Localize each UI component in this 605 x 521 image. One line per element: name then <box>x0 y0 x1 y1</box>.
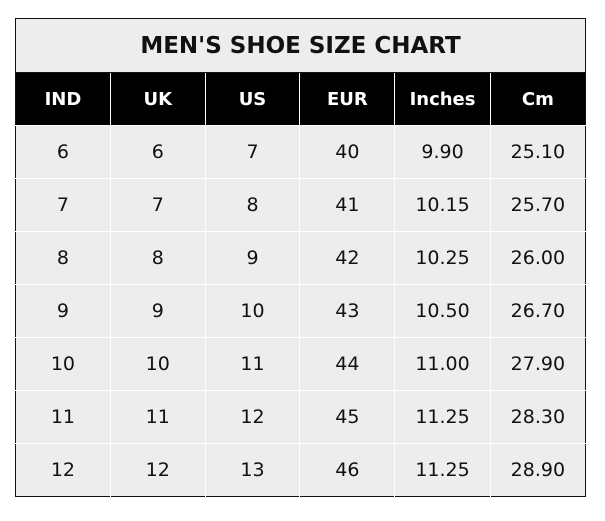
table-row: 7 7 8 41 10.15 25.70 <box>15 178 586 232</box>
table-cell: 12 <box>204 390 300 444</box>
size-chart-table: MEN'S SHOE SIZE CHART IND UK US EUR Inches Cm… <box>15 18 586 497</box>
table-row: 6 6 7 40 9.90 25.10 <box>15 125 586 179</box>
table-cell: 12 <box>109 443 206 497</box>
table-cell: 11 <box>109 390 206 444</box>
table-cell: 10 <box>109 337 206 391</box>
column-header: UK <box>109 72 206 126</box>
column-header: IND <box>15 72 111 126</box>
table-cell: 26.00 <box>489 231 586 285</box>
table-cell: 42 <box>299 231 395 285</box>
table-cell: 7 <box>15 178 111 232</box>
table-cell: 6 <box>109 125 206 179</box>
table-cell: 11.25 <box>394 390 491 444</box>
chart-title: MEN'S SHOE SIZE CHART <box>15 18 586 73</box>
table-cell: 12 <box>15 443 111 497</box>
table-row: 11 11 12 45 11.25 28.30 <box>15 390 586 444</box>
table-cell: 27.90 <box>489 337 586 391</box>
table-cell: 25.70 <box>489 178 586 232</box>
table-cell: 11.25 <box>394 443 491 497</box>
table-cell: 40 <box>299 125 395 179</box>
table-cell: 41 <box>299 178 395 232</box>
table-cell: 10.50 <box>394 284 491 338</box>
table-cell: 9 <box>204 231 300 285</box>
table-cell: 6 <box>15 125 111 179</box>
table-cell: 10 <box>204 284 300 338</box>
table-cell: 46 <box>299 443 395 497</box>
table-cell: 43 <box>299 284 395 338</box>
table-cell: 13 <box>204 443 300 497</box>
table-cell: 7 <box>204 125 300 179</box>
table-cell: 9 <box>15 284 111 338</box>
table-cell: 26.70 <box>489 284 586 338</box>
table-cell: 28.30 <box>489 390 586 444</box>
table-cell: 44 <box>299 337 395 391</box>
table-cell: 11 <box>204 337 300 391</box>
table-cell: 10.25 <box>394 231 491 285</box>
table-cell: 10 <box>15 337 111 391</box>
table-cell: 28.90 <box>489 443 586 497</box>
column-header: EUR <box>299 72 395 126</box>
column-header: Cm <box>489 72 586 126</box>
column-header: Inches <box>394 72 491 126</box>
table-cell: 11.00 <box>394 337 491 391</box>
column-header: US <box>204 72 300 126</box>
table-cell: 25.10 <box>489 125 586 179</box>
table-row: 12 12 13 46 11.25 28.90 <box>15 443 586 497</box>
table-cell: 8 <box>109 231 206 285</box>
table-cell: 10.15 <box>394 178 491 232</box>
table-cell: 9 <box>109 284 206 338</box>
table-cell: 7 <box>109 178 206 232</box>
table-cell: 9.90 <box>394 125 491 179</box>
table-row: 9 9 10 43 10.50 26.70 <box>15 284 586 338</box>
table-cell: 8 <box>15 231 111 285</box>
table-row: 8 8 9 42 10.25 26.00 <box>15 231 586 285</box>
table-cell: 8 <box>204 178 300 232</box>
table-cell: 11 <box>15 390 111 444</box>
table-cell: 45 <box>299 390 395 444</box>
table-row: 10 10 11 44 11.00 27.90 <box>15 337 586 391</box>
